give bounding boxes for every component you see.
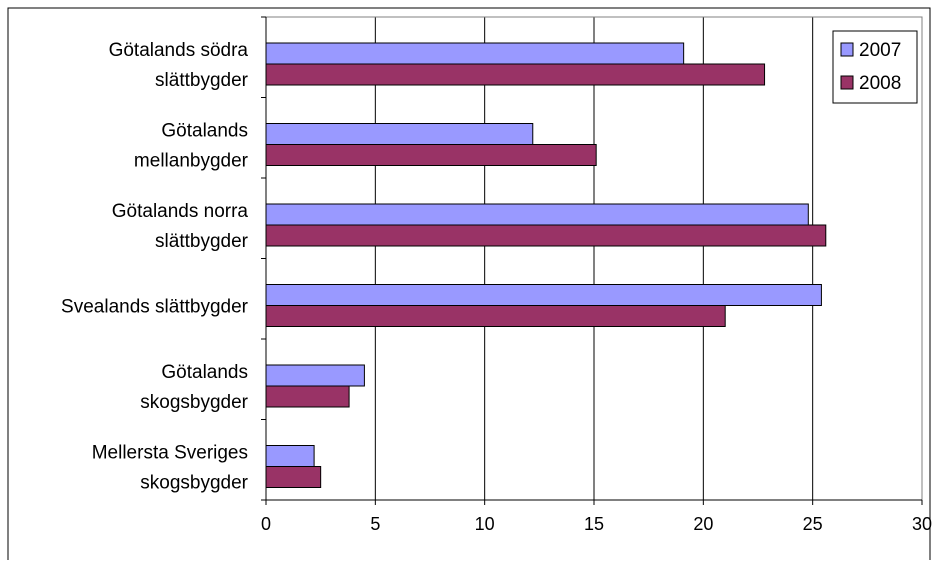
- legend-swatch-2008: [840, 75, 854, 90]
- category-label-line: Mellersta Sveriges: [92, 443, 248, 464]
- bar-2007-1: [265, 123, 534, 145]
- category-labels: Götalands södra slättbygder Götalands mella…: [61, 40, 249, 494]
- x-tick-label-25: 25: [803, 514, 823, 534]
- x-axis-ticks: 0 5 10 15 20 25 30: [261, 500, 932, 534]
- x-tick-label-15: 15: [584, 514, 604, 534]
- bar-2008-1: [265, 144, 597, 166]
- bar-2007-4: [265, 364, 365, 387]
- bar-2008-3: [265, 305, 726, 327]
- category-label-5: Mellersta Sveriges skogsbygder: [92, 443, 249, 494]
- axes: [261, 16, 922, 501]
- bar-2007-2: [265, 203, 809, 226]
- category-label-line: Svealands slättbygder: [61, 297, 249, 318]
- legend: 2007 2008: [832, 30, 918, 104]
- category-label-1: Götalands mellanbygder: [134, 121, 249, 172]
- legend-swatch-2007: [840, 42, 854, 57]
- category-label-line: Götalands södra: [109, 40, 249, 61]
- chart-border: [7, 7, 931, 560]
- category-label-line: skogsbygder: [140, 473, 248, 494]
- x-tick-label-5: 5: [370, 514, 380, 534]
- bar-2008-5: [265, 466, 322, 488]
- category-label-3: Svealands slättbygder: [61, 297, 249, 318]
- bar-2008-0: [265, 63, 766, 86]
- outer-frame: [7, 7, 931, 560]
- legend-label-2008: 2008: [859, 73, 901, 94]
- bars: [265, 42, 827, 488]
- category-label-line: skogsbygder: [140, 392, 248, 413]
- x-tick-label-20: 20: [693, 514, 713, 534]
- category-label-line: slättbygder: [155, 70, 249, 91]
- category-label-2: Götalands norra slättbygder: [112, 201, 249, 252]
- category-label-line: Götalands norra: [112, 201, 249, 222]
- category-label-line: Götalands: [161, 362, 248, 383]
- x-tick-label-0: 0: [261, 514, 271, 534]
- bar-2007-5: [265, 445, 315, 467]
- bar-2007-0: [265, 42, 685, 65]
- category-label-line: slättbygder: [155, 231, 249, 252]
- category-label-0: Götalands södra slättbygder: [109, 40, 249, 91]
- legend-label-2007: 2007: [859, 40, 901, 61]
- x-tick-label-10: 10: [475, 514, 495, 534]
- category-label-line: mellanbygder: [134, 151, 249, 172]
- bar-2008-2: [265, 224, 827, 247]
- category-label-line: Götalands: [161, 121, 248, 142]
- category-label-4: Götalands skogsbygder: [140, 362, 248, 413]
- bar-2007-3: [265, 284, 822, 306]
- bar-2008-4: [265, 385, 350, 408]
- x-tick-label-30: 30: [912, 514, 932, 534]
